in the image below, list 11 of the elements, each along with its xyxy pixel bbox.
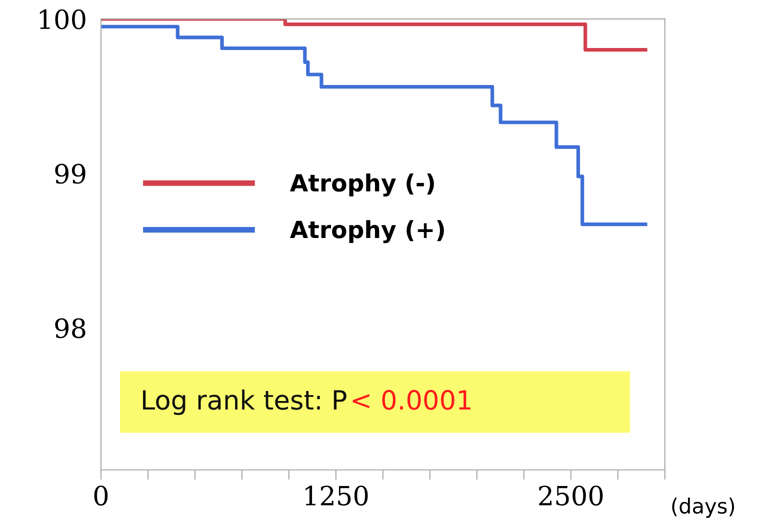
y-tick-label: 98 (55, 318, 86, 338)
y-tick-label: 99 (55, 164, 86, 184)
legend-label: Atrophy (+) (290, 220, 444, 244)
x-tick-label: 0 (94, 486, 108, 506)
x-axis-title: (days) (672, 498, 734, 518)
x-tick-label: 1250 (306, 486, 368, 506)
annotation: < 0.0001 (352, 390, 470, 410)
y-tick-label: 100 (40, 9, 86, 30)
x-tick-label: 2500 (539, 486, 603, 506)
legend-label: Atrophy (-) (290, 173, 434, 197)
annotation: Log rank test: P (143, 389, 346, 415)
